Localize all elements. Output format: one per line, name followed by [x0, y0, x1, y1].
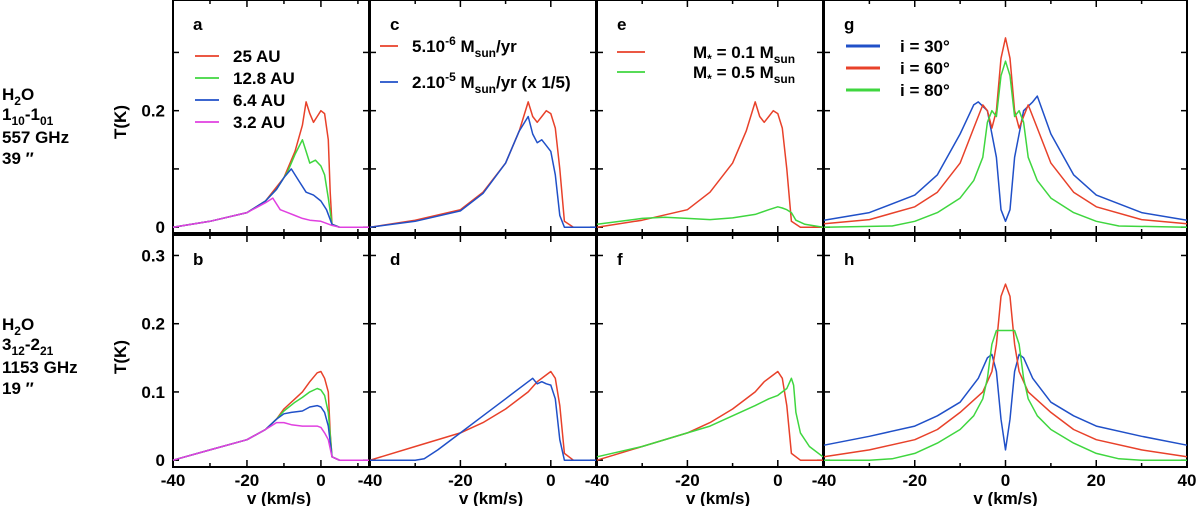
- y-tick-label: 0: [156, 451, 165, 470]
- x-tick-label: 40: [1178, 471, 1197, 490]
- x-tick-label: -40: [585, 471, 610, 490]
- x-tick-label: -20: [235, 471, 260, 490]
- series-line: [824, 329, 1187, 461]
- series-line: [172, 197, 369, 228]
- series-line: [823, 283, 1188, 458]
- x-tick-label: -20: [448, 471, 473, 490]
- legend-label: i = 80°: [900, 81, 950, 100]
- x-tick-label: 0: [546, 471, 555, 490]
- panel-letter: d: [390, 250, 400, 269]
- panel-f: f: [596, 234, 824, 468]
- y-tick-label: 0: [156, 218, 165, 237]
- panel-letter: f: [617, 250, 623, 269]
- series-line: [172, 139, 369, 228]
- panel-letter: g: [844, 15, 854, 34]
- legend-label: M* = 0.5 Msun: [693, 63, 795, 86]
- series-line: [823, 37, 1188, 225]
- frequency-label: 1153 GHz: [2, 358, 78, 377]
- panel-g: g i = 30° i = 60° i = 80°: [823, 0, 1188, 234]
- panel-frame: [823, 0, 1188, 234]
- series-line: [172, 370, 369, 461]
- panel-frame: [823, 234, 1188, 468]
- panels: 0 0.2 a 25 AU 12.8 AU 6.4 AU 3.2 AU c 5.10-6 Msu…: [141, 0, 1188, 470]
- x-tick-label: 0: [1001, 471, 1010, 490]
- series-line: [172, 168, 369, 228]
- panel-letter: e: [617, 15, 626, 34]
- panel-h: h: [823, 234, 1188, 468]
- x-tick-label: 20: [1087, 471, 1106, 490]
- x-tick-label: -40: [161, 471, 186, 490]
- y-tick-label: 0.1: [141, 383, 165, 402]
- series-line: [172, 421, 369, 461]
- beam-label: 19 ″: [2, 379, 34, 398]
- panel-d: d: [369, 234, 597, 468]
- legend-label: 3.2 AU: [233, 113, 285, 132]
- panel-c: c 5.10-6 Msun/yr 2.10-5 Msun/yr (x 1/5): [369, 0, 597, 234]
- x-tick-label: 0: [773, 471, 782, 490]
- x-axis: -40 -20 0v (km/s)-20 0v (km/s)-20 0v (km/s)-…: [161, 471, 1197, 506]
- legend-label: 6.4 AU: [233, 91, 285, 110]
- x-axis-title: v (km/s): [973, 489, 1037, 506]
- x-axis-title: v (km/s): [459, 489, 523, 506]
- species-label: H2O: [2, 85, 34, 108]
- panel-a: 0 0.2 a 25 AU 12.8 AU 6.4 AU 3.2 AU: [141, 0, 370, 237]
- transition-label: 312-221: [2, 335, 54, 358]
- y-axis-title: T(K): [111, 340, 130, 374]
- series-line: [369, 101, 596, 228]
- series-line: [596, 206, 824, 228]
- series-line: [823, 353, 1188, 451]
- series-line: [370, 377, 596, 461]
- x-tick-label: 0: [316, 471, 325, 490]
- panel-letter: a: [193, 15, 203, 34]
- x-tick-label: -20: [902, 471, 927, 490]
- panel-b: 0 0.1 0.2 0.3 b: [141, 234, 370, 470]
- frequency-label: 557 GHz: [2, 128, 69, 147]
- panel-letter: h: [844, 250, 854, 269]
- series-line: [596, 101, 823, 228]
- legend-label: 2.10-5 Msun/yr (x 1/5): [412, 70, 571, 96]
- y-tick-label: 0.2: [141, 315, 165, 334]
- panel-frame: [172, 234, 370, 468]
- x-tick-label: -20: [675, 471, 700, 490]
- species-label: H2O: [2, 315, 34, 338]
- x-axis-title: v (km/s): [686, 489, 750, 506]
- transition-label: 110-101: [2, 105, 54, 128]
- y-tick-label: 0.2: [141, 102, 165, 121]
- legend-label: 5.10-6 Msun/yr: [412, 34, 517, 60]
- x-tick-label: -40: [812, 471, 837, 490]
- legend-label: M* = 0.1 Msun: [693, 43, 795, 66]
- legend-label: 12.8 AU: [233, 69, 295, 88]
- panel-letter: b: [193, 250, 203, 269]
- legend-label: i = 30°: [900, 37, 950, 56]
- series-line: [369, 370, 596, 461]
- series-line: [369, 115, 596, 228]
- y-axis-title: T(K): [111, 105, 130, 139]
- panel-letter: c: [390, 15, 399, 34]
- y-axis-titles: T(K) T(K): [111, 105, 130, 374]
- x-tick-label: -40: [358, 471, 383, 490]
- series-line: [823, 95, 1188, 223]
- beam-label: 39 ″: [2, 149, 34, 168]
- series-line: [596, 377, 824, 458]
- y-tick-label: 0.3: [141, 246, 165, 265]
- x-axis-title: v (km/s): [247, 489, 311, 506]
- series-line: [823, 60, 1188, 228]
- legend-label: 25 AU: [233, 47, 281, 66]
- legend-label: i = 60°: [900, 59, 950, 78]
